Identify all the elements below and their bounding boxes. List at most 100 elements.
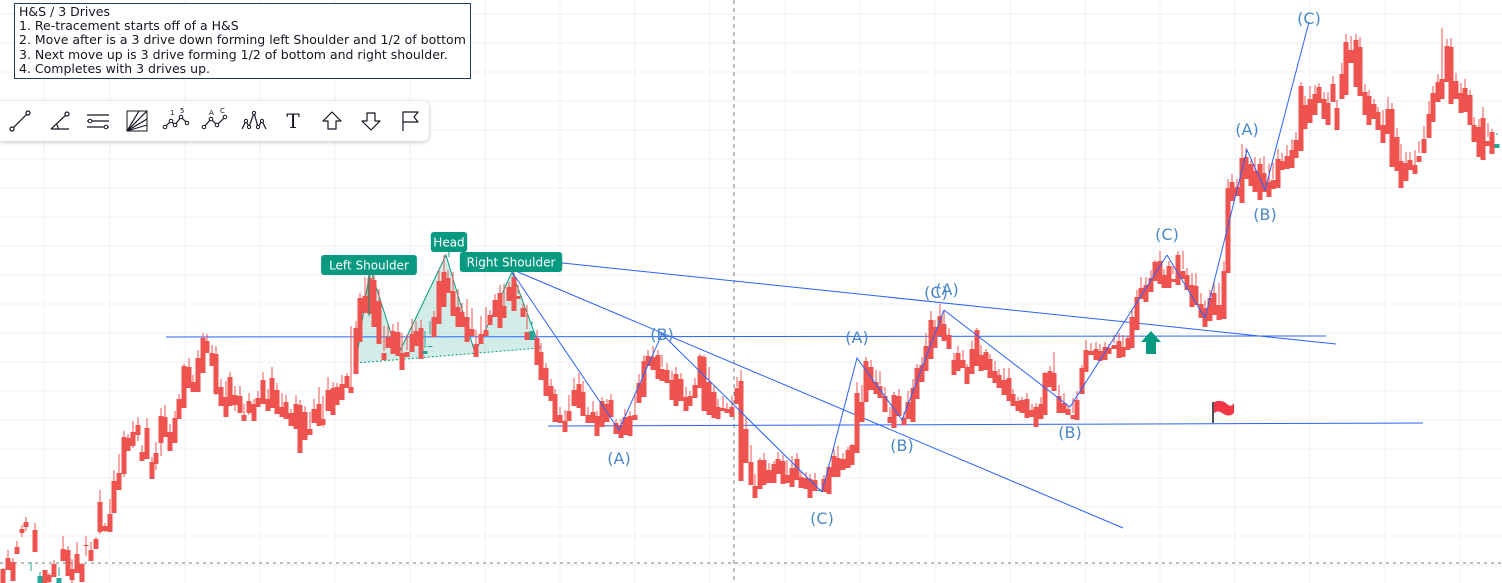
candle-down xyxy=(1243,157,1249,179)
candle-down xyxy=(1083,350,1089,372)
candle-down xyxy=(344,376,350,388)
candle-down xyxy=(941,324,947,341)
candle-down xyxy=(1193,286,1199,305)
candle-down xyxy=(826,467,832,494)
candle-down xyxy=(780,461,786,484)
candle-down xyxy=(1001,380,1007,395)
candle-down xyxy=(882,396,888,412)
candle-down xyxy=(1312,94,1318,115)
candle-down xyxy=(1184,275,1190,290)
candle-down xyxy=(515,296,521,299)
flag-tool[interactable] xyxy=(391,102,429,140)
candle-down xyxy=(678,379,684,401)
parallel-channel-tool[interactable] xyxy=(79,102,117,140)
candle-down xyxy=(1056,396,1062,413)
pattern-label-text: Left Shoulder xyxy=(329,259,409,273)
candle-down xyxy=(469,329,475,336)
candle-down xyxy=(107,514,113,532)
candle-down xyxy=(1120,347,1126,357)
candle-down xyxy=(181,366,187,408)
candle-down xyxy=(1298,86,1304,151)
candle-down xyxy=(399,353,405,370)
candle-down xyxy=(1106,348,1112,354)
parallel-channel-icon xyxy=(87,114,109,130)
trend-line-tool[interactable] xyxy=(1,102,39,140)
descending-trend-line-lower xyxy=(517,271,1124,529)
candle-down xyxy=(74,554,80,573)
candle-down xyxy=(1330,84,1336,102)
wave-label: (B) xyxy=(890,436,913,455)
candle-down xyxy=(395,332,401,356)
head-shoulders-tool[interactable] xyxy=(235,102,273,140)
candle-down xyxy=(1051,373,1057,391)
candle-down xyxy=(1275,159,1281,188)
candle-down xyxy=(784,475,790,483)
elliott-wave-paths[interactable] xyxy=(368,21,1310,493)
candle-down xyxy=(497,293,503,328)
candle-down xyxy=(1398,161,1404,188)
candle-down xyxy=(1480,118,1486,160)
trend-angle-tool[interactable] xyxy=(40,102,78,140)
candle-down xyxy=(162,417,168,437)
svg-text:A: A xyxy=(209,109,214,117)
wave-label: (C) xyxy=(810,509,834,528)
candle-down xyxy=(1439,79,1445,99)
candle-down xyxy=(622,417,628,435)
candle-down xyxy=(724,409,730,413)
arrow-up-tool[interactable] xyxy=(313,102,351,140)
candle-up xyxy=(37,576,43,583)
candle-down xyxy=(1453,81,1459,99)
fib-fan-tool[interactable] xyxy=(118,102,156,140)
candle-down xyxy=(302,412,308,440)
arrow-down-tool[interactable] xyxy=(352,102,390,140)
candle-down xyxy=(167,432,173,451)
trend-line-drawings[interactable] xyxy=(165,261,1424,529)
candle-down xyxy=(1161,275,1167,288)
candle-down xyxy=(459,312,465,327)
candle-down xyxy=(955,353,961,371)
candle-down xyxy=(1357,47,1363,96)
candle-down xyxy=(1403,163,1409,181)
candle-down xyxy=(673,374,679,406)
candle-down xyxy=(919,365,925,382)
candle-down xyxy=(748,462,754,485)
candle-down xyxy=(450,291,456,316)
candle-down xyxy=(455,307,461,327)
trend-angle-icon xyxy=(50,111,70,130)
candle-down xyxy=(1353,40,1359,87)
candle-down xyxy=(1362,92,1368,115)
candle-down xyxy=(478,334,484,344)
candle-down xyxy=(339,384,345,400)
candle-down xyxy=(1289,150,1295,168)
candle-down xyxy=(32,530,38,552)
candle-down xyxy=(1239,158,1245,203)
wave-label: (B) xyxy=(1253,205,1276,224)
candle-down xyxy=(974,330,980,366)
svg-text:1: 1 xyxy=(170,109,174,117)
candle-down xyxy=(320,419,326,425)
candle-down xyxy=(1097,351,1103,361)
candle-down xyxy=(1302,105,1308,129)
text-tool[interactable]: T xyxy=(274,102,312,140)
wave-label: (A) xyxy=(1235,120,1258,139)
candle-down xyxy=(1471,125,1477,142)
candle-down xyxy=(1088,351,1094,355)
chart-markers[interactable] xyxy=(1141,331,1234,423)
candle-down xyxy=(964,367,970,384)
candle-down xyxy=(1216,305,1222,320)
candle-down xyxy=(1047,371,1053,387)
candle-down xyxy=(1444,46,1450,82)
candle-down xyxy=(1380,125,1386,143)
candle-down xyxy=(905,402,911,419)
candle-down xyxy=(887,417,893,423)
strategy-note[interactable]: H&S / 3 Drives 1. Re-tracement starts of… xyxy=(14,3,471,80)
candle-down xyxy=(706,382,712,415)
candle-down xyxy=(1207,298,1213,321)
candle-down xyxy=(144,428,150,459)
wave-label: (B) xyxy=(650,325,673,344)
candle-down xyxy=(543,368,549,396)
candle-down xyxy=(1170,279,1176,282)
